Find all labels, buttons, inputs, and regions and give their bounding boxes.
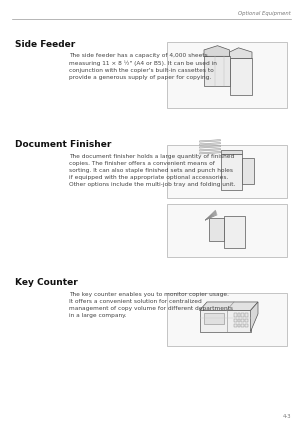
- Polygon shape: [200, 152, 220, 154]
- Bar: [208, 218, 224, 241]
- Bar: [238, 324, 240, 327]
- Bar: [224, 215, 244, 247]
- Bar: [200, 310, 250, 332]
- Text: The document finisher holds a large quantity of finished
copies. The finisher of: The document finisher holds a large quan…: [69, 154, 236, 187]
- Bar: [167, 204, 286, 257]
- Polygon shape: [200, 143, 220, 145]
- Text: Side Feeder: Side Feeder: [15, 40, 75, 49]
- Text: Key Counter: Key Counter: [15, 278, 78, 287]
- Polygon shape: [200, 148, 220, 151]
- Bar: [245, 324, 247, 327]
- Bar: [238, 319, 240, 322]
- Text: The key counter enables you to monitor copier usage.
It offers a convenient solu: The key counter enables you to monitor c…: [69, 292, 233, 318]
- Bar: [245, 314, 247, 317]
- Bar: [234, 319, 237, 322]
- Bar: [241, 319, 244, 322]
- Text: Optional Equipment: Optional Equipment: [238, 11, 291, 16]
- Text: The side feeder has a capacity of 4,000 sheets
measuring 11 × 8 ½" (A4 or B5). I: The side feeder has a capacity of 4,000 …: [69, 53, 217, 79]
- Bar: [204, 57, 230, 86]
- Bar: [230, 59, 252, 95]
- Bar: [234, 324, 237, 327]
- Polygon shape: [250, 302, 258, 332]
- Bar: [234, 314, 237, 317]
- Bar: [167, 42, 286, 108]
- Bar: [241, 324, 244, 327]
- Text: 4-3: 4-3: [283, 414, 291, 419]
- Bar: [241, 314, 244, 317]
- Bar: [242, 159, 254, 184]
- Bar: [220, 154, 242, 190]
- Bar: [167, 144, 286, 198]
- Bar: [245, 319, 247, 322]
- Bar: [204, 314, 224, 324]
- Polygon shape: [200, 139, 220, 142]
- Bar: [167, 293, 286, 346]
- Bar: [220, 150, 242, 154]
- Polygon shape: [204, 45, 230, 57]
- Bar: [238, 314, 240, 317]
- Text: Document Finisher: Document Finisher: [15, 140, 111, 149]
- Polygon shape: [200, 145, 220, 148]
- Polygon shape: [230, 48, 252, 59]
- Polygon shape: [200, 302, 258, 310]
